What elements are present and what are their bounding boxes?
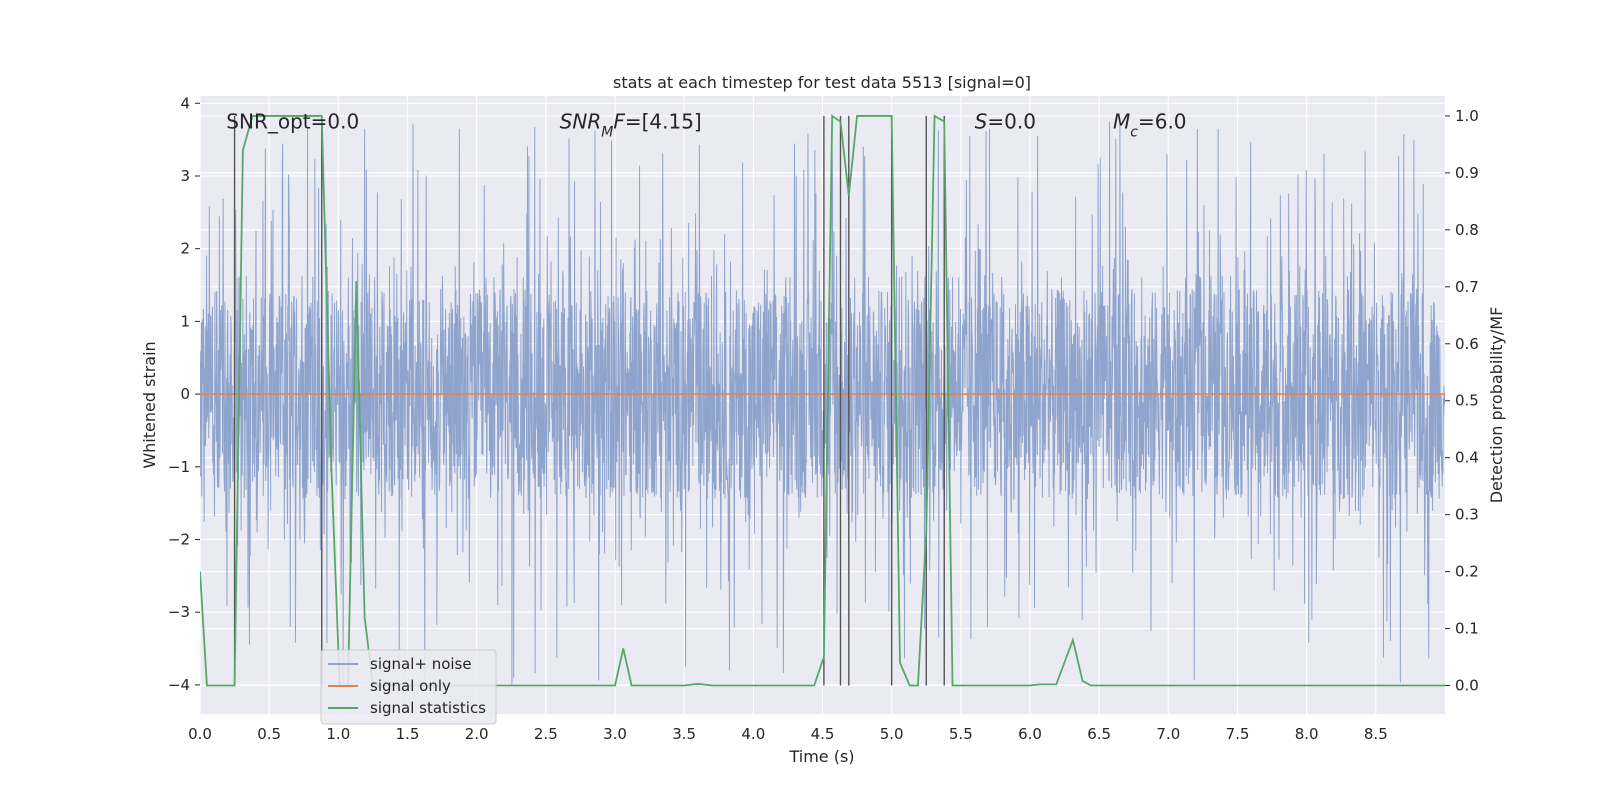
- x-tick-label: 2.5: [534, 725, 558, 743]
- x-tick-label: 7.5: [1226, 725, 1250, 743]
- x-tick-label: 7.0: [1156, 725, 1180, 743]
- legend-label-signal-noise: signal+ noise: [370, 655, 472, 673]
- y-tick-label: 2: [180, 240, 190, 258]
- y2-tick-label: 0.9: [1455, 164, 1479, 182]
- x-tick-label: 3.0: [603, 725, 627, 743]
- legend-box: [320, 649, 497, 725]
- y2-axis-ticks: 0.0 0.1 0.2 0.3 0.4 0.5 0.6 0.7 0.8 0.9 1.0: [1445, 107, 1479, 695]
- y2-tick-label: 0.2: [1455, 563, 1479, 581]
- annotations: SNR_opt=0.0 SNRMF=[4.15] S=0.0 Mc=6.0: [226, 109, 1186, 140]
- y2-tick-label: 0.0: [1455, 677, 1479, 695]
- y2-tick-label: 0.3: [1455, 506, 1479, 524]
- y2-tick-label: 0.8: [1455, 221, 1479, 239]
- y-axis-ticks: −4 −3 −2 −1 0 1 2 3 4: [168, 94, 200, 694]
- x-tick-label: 8.5: [1364, 725, 1388, 743]
- y2-tick-label: 0.7: [1455, 278, 1479, 296]
- annotation-text: Mc=6.0: [1113, 109, 1187, 140]
- y2-tick-label: 1.0: [1455, 107, 1479, 125]
- x-tick-label: 0.5: [257, 725, 281, 743]
- x-tick-label: 8.0: [1295, 725, 1319, 743]
- x-tick-label: 3.5: [672, 725, 696, 743]
- annotation-text: SNRMF=[4.15]: [560, 109, 702, 140]
- x-axis-ticks: 0.0 0.5 1.0 1.5 2.0 2.5 3.0 3.5 4.0 4.5 5.0 5.5 6.0 6…: [188, 725, 1388, 743]
- x-tick-label: 5.5: [949, 725, 973, 743]
- y2-axis-label: Detection probability/MF: [1487, 307, 1506, 504]
- signal-plus-noise-line: [200, 121, 1445, 685]
- y2-tick-label: 0.4: [1455, 449, 1479, 467]
- y2-tick-label: 0.6: [1455, 335, 1479, 353]
- x-tick-label: 6.5: [1087, 725, 1111, 743]
- y-tick-label: 3: [180, 167, 190, 185]
- x-tick-label: 1.0: [326, 725, 350, 743]
- legend: signal+ noise signal only signal statist…: [320, 649, 497, 725]
- annotation-text: S=0.0: [975, 109, 1036, 133]
- y-tick-label: −2: [168, 531, 190, 549]
- y-tick-label: 1: [180, 312, 190, 330]
- y2-tick-label: 0.5: [1455, 392, 1479, 410]
- vertical-markers: [233, 115, 945, 686]
- chart-title: stats at each timestep for test data 551…: [613, 73, 1031, 92]
- y-axis-label: Whitened strain: [140, 341, 159, 468]
- y-tick-label: 4: [180, 94, 190, 112]
- x-tick-label: 5.0: [880, 725, 904, 743]
- y-tick-label: 0: [180, 385, 190, 403]
- legend-label-signal-only: signal only: [370, 677, 451, 695]
- x-tick-label: 1.5: [396, 725, 420, 743]
- x-tick-label: 0.0: [188, 725, 212, 743]
- x-tick-label: 4.5: [811, 725, 835, 743]
- x-tick-label: 4.0: [741, 725, 765, 743]
- annotation-text: SNR_opt=0.0: [226, 109, 359, 133]
- x-tick-label: 6.0: [1018, 725, 1042, 743]
- y-tick-label: −3: [168, 603, 190, 621]
- x-tick-label: 2.0: [465, 725, 489, 743]
- y-tick-label: −1: [168, 458, 190, 476]
- y-tick-label: −4: [168, 676, 190, 694]
- y2-tick-label: 0.1: [1455, 620, 1479, 638]
- x-axis-label: Time (s): [788, 747, 854, 766]
- signal-statistics-line: [200, 114, 1445, 687]
- legend-label-signal-statistics: signal statistics: [370, 699, 486, 717]
